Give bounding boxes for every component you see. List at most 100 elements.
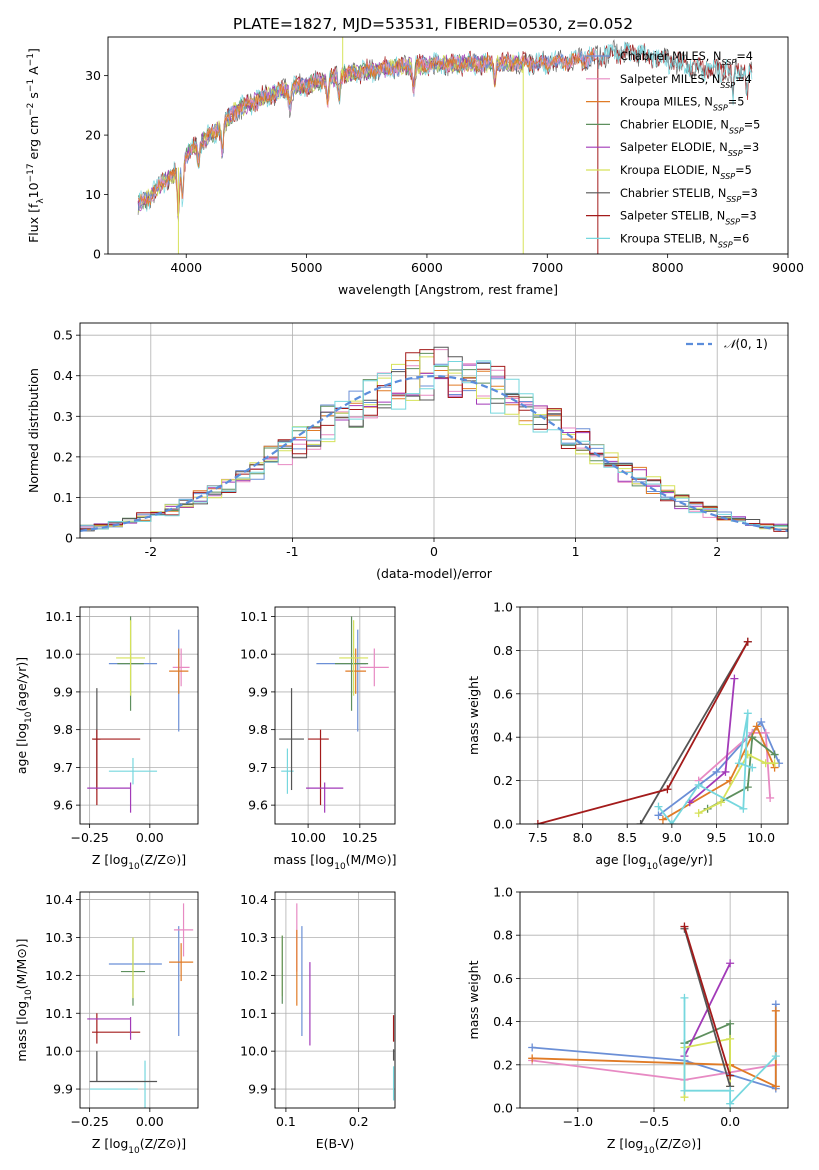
residuals-ytick-label: 0 <box>65 531 73 546</box>
age-weight-marker-salpeter-elodie <box>721 767 730 776</box>
age-weight-xtick-label: 8.0 <box>573 830 593 845</box>
spectrum-xtick-label: 8000 <box>652 260 684 275</box>
ebv-mass-ytick-label: 9.9 <box>248 1082 268 1097</box>
spectrum-legend-label: Kroupa MILES, NSSP=5 <box>620 96 744 113</box>
z-weight-marker-kroupa-stelib <box>771 1052 780 1061</box>
spectrum-line-kroupa-stelib <box>137 41 753 223</box>
ebv-mass-xtick-label: 0.1 <box>276 1114 296 1129</box>
residuals-xlabel: (data-model)/error <box>376 566 493 581</box>
residuals-ytick-label: 0.1 <box>53 490 73 505</box>
mass-age-ytick-label: 10.0 <box>240 647 268 662</box>
z-age-plot <box>87 616 190 813</box>
age-weight-marker-chabrier-miles <box>654 811 663 820</box>
z-mass-plot <box>87 903 194 1108</box>
residuals-xtick-label: -1 <box>286 544 298 559</box>
z-mass-xtick-label: 0.00 <box>136 1114 164 1129</box>
spectrum-legend-label: Salpeter ELODIE, NSSP=3 <box>620 141 759 158</box>
ebv-mass-axes: 0.1 0.2 9.9 10.0 10.1 10.2 10.3 10.4 <box>240 892 395 1129</box>
z-mass-axes: −0.25 0.00 9.9 10.0 10.1 10.2 10.3 10.4 <box>45 892 198 1129</box>
ebv-mass-ytick-label: 10.4 <box>240 892 268 907</box>
spectrum-ylabel: Flux [fλ10−17 erg cm−2 s−1 A−1] <box>26 48 46 243</box>
z-weight-xtick-label: −0.5 <box>639 1114 669 1129</box>
age-weight-series-chabrier-stelib <box>639 641 749 824</box>
age-weight-marker-kroupa-stelib <box>743 709 752 718</box>
z-age-xtick-label: −0.25 <box>70 830 108 845</box>
age-weight-ytick-label: 0.4 <box>493 730 513 745</box>
z-age-xtick-label: 0.00 <box>136 830 164 845</box>
spectrum-legend-label: Chabrier MILES, NSSP=4 <box>620 50 753 67</box>
z-weight-xtick-label: −1.0 <box>563 1114 593 1129</box>
age-weight-plot <box>533 637 784 824</box>
mass-age-ytick-label: 9.8 <box>248 722 268 737</box>
age-weight-ytick-label: 0.8 <box>493 643 513 658</box>
residuals-xtick-label: 0 <box>430 544 438 559</box>
age-weight-marker-salpeter-stelib <box>743 637 752 646</box>
age-weight-marker-chabrier-elodie <box>748 733 757 742</box>
spectrum-legend-label: Salpeter MILES, NSSP=4 <box>620 73 752 90</box>
residuals-legend-label: 𝒩(0, 1) <box>724 337 768 351</box>
z-weight-ytick-label: 1.0 <box>493 885 513 900</box>
ebv-mass-ytick-label: 10.0 <box>240 1044 268 1059</box>
z-weight-marker-chabrier-miles <box>528 1043 537 1052</box>
z-mass-frame <box>79 891 199 1109</box>
spectrum-plot <box>137 37 753 254</box>
age-weight-marker-kroupa-elodie <box>770 759 779 768</box>
residuals-plot <box>80 346 788 532</box>
age-weight-marker-kroupa-stelib <box>654 802 663 811</box>
spectrum-legend-label: Kroupa STELIB, NSSP=6 <box>620 232 749 249</box>
z-age-ytick-label: 10.0 <box>45 647 73 662</box>
z-weight-marker-kroupa-stelib <box>726 1099 735 1108</box>
age-weight-xtick-label: 8.5 <box>617 830 637 845</box>
mass-age-xtick-label: 10.25 <box>342 830 378 845</box>
spectrum-line-kroupa-miles <box>137 48 596 217</box>
age-weight-frame <box>519 606 789 825</box>
z-weight-ytick-label: 0.4 <box>493 1014 513 1029</box>
spectrum-xtick-label: 6000 <box>411 260 443 275</box>
z-weight-marker-salpeter-stelib <box>680 922 689 931</box>
age-weight-ytick-label: 0.2 <box>493 773 513 788</box>
age-weight-marker-kroupa-stelib <box>667 820 676 824</box>
age-weight-marker-chabrier-elodie <box>770 750 779 759</box>
age-weight-xtick-label: 9.0 <box>662 830 682 845</box>
z-age-ytick-label: 9.8 <box>53 722 73 737</box>
z-mass-ytick-label: 10.2 <box>45 968 73 983</box>
age-weight-marker-salpeter-stelib <box>533 820 542 824</box>
z-age-ytick-label: 9.6 <box>53 798 73 813</box>
mass-age-ytick-label: 9.9 <box>248 684 268 699</box>
age-weight-marker-chabrier-miles <box>712 767 721 776</box>
ebv-mass-ytick-label: 10.1 <box>240 1006 268 1021</box>
z-weight-series-chabrier-stelib <box>683 928 731 1087</box>
spectrum-xtick-label: 9000 <box>772 260 804 275</box>
mass-age-xtick-label: 10.00 <box>290 830 326 845</box>
z-weight-ylabel: mass weight <box>466 960 481 1039</box>
age-weight-ytick-label: 1.0 <box>493 600 513 615</box>
ebv-mass-plot <box>281 903 395 1101</box>
spectrum-legend-label: Chabrier STELIB, NSSP=3 <box>620 187 758 204</box>
age-weight-marker-salpeter-stelib <box>663 785 672 794</box>
z-age-axes: −0.25 0.00 9.6 9.7 9.8 9.9 10.0 10.1 <box>45 607 198 845</box>
age-weight-marker-salpeter-miles <box>766 793 775 802</box>
z-age-ytick-label: 9.9 <box>53 684 73 699</box>
age-weight-marker-kroupa-stelib <box>748 763 757 772</box>
mass-age-plot <box>279 616 389 813</box>
z-mass-ylabel: mass [log10(M/M⊙)] <box>14 938 34 1061</box>
spectrum-ytick-label: 0 <box>93 247 101 262</box>
z-weight-series-kroupa-miles <box>532 1010 777 1088</box>
z-weight-marker-kroupa-stelib <box>680 1086 689 1095</box>
mass-age-frame <box>274 606 396 825</box>
spectrum-xlabel: wavelength [Angstrom, rest frame] <box>338 282 558 297</box>
age-weight-series-chabrier-miles <box>657 720 780 817</box>
age-weight-ytick-label: 0.6 <box>493 686 513 701</box>
z-weight-plot <box>528 922 780 1108</box>
z-weight-ytick-label: 0.6 <box>493 971 513 986</box>
ebv-mass-xlabel: E(B-V) <box>316 1136 355 1151</box>
residuals-normal-curve <box>80 375 788 532</box>
age-weight-xtick-label: 7.5 <box>528 830 548 845</box>
age-weight-ytick-label: 0.0 <box>493 817 513 832</box>
z-weight-marker-kroupa-elodie <box>726 1034 735 1043</box>
z-mass-ytick-label: 10.4 <box>45 892 73 907</box>
age-weight-ylabel: mass weight <box>466 676 481 755</box>
z-weight-ytick-label: 0.8 <box>493 928 513 943</box>
spectrum-legend-label: Chabrier ELODIE, NSSP=5 <box>620 118 760 135</box>
age-weight-marker-kroupa-stelib <box>734 759 743 768</box>
